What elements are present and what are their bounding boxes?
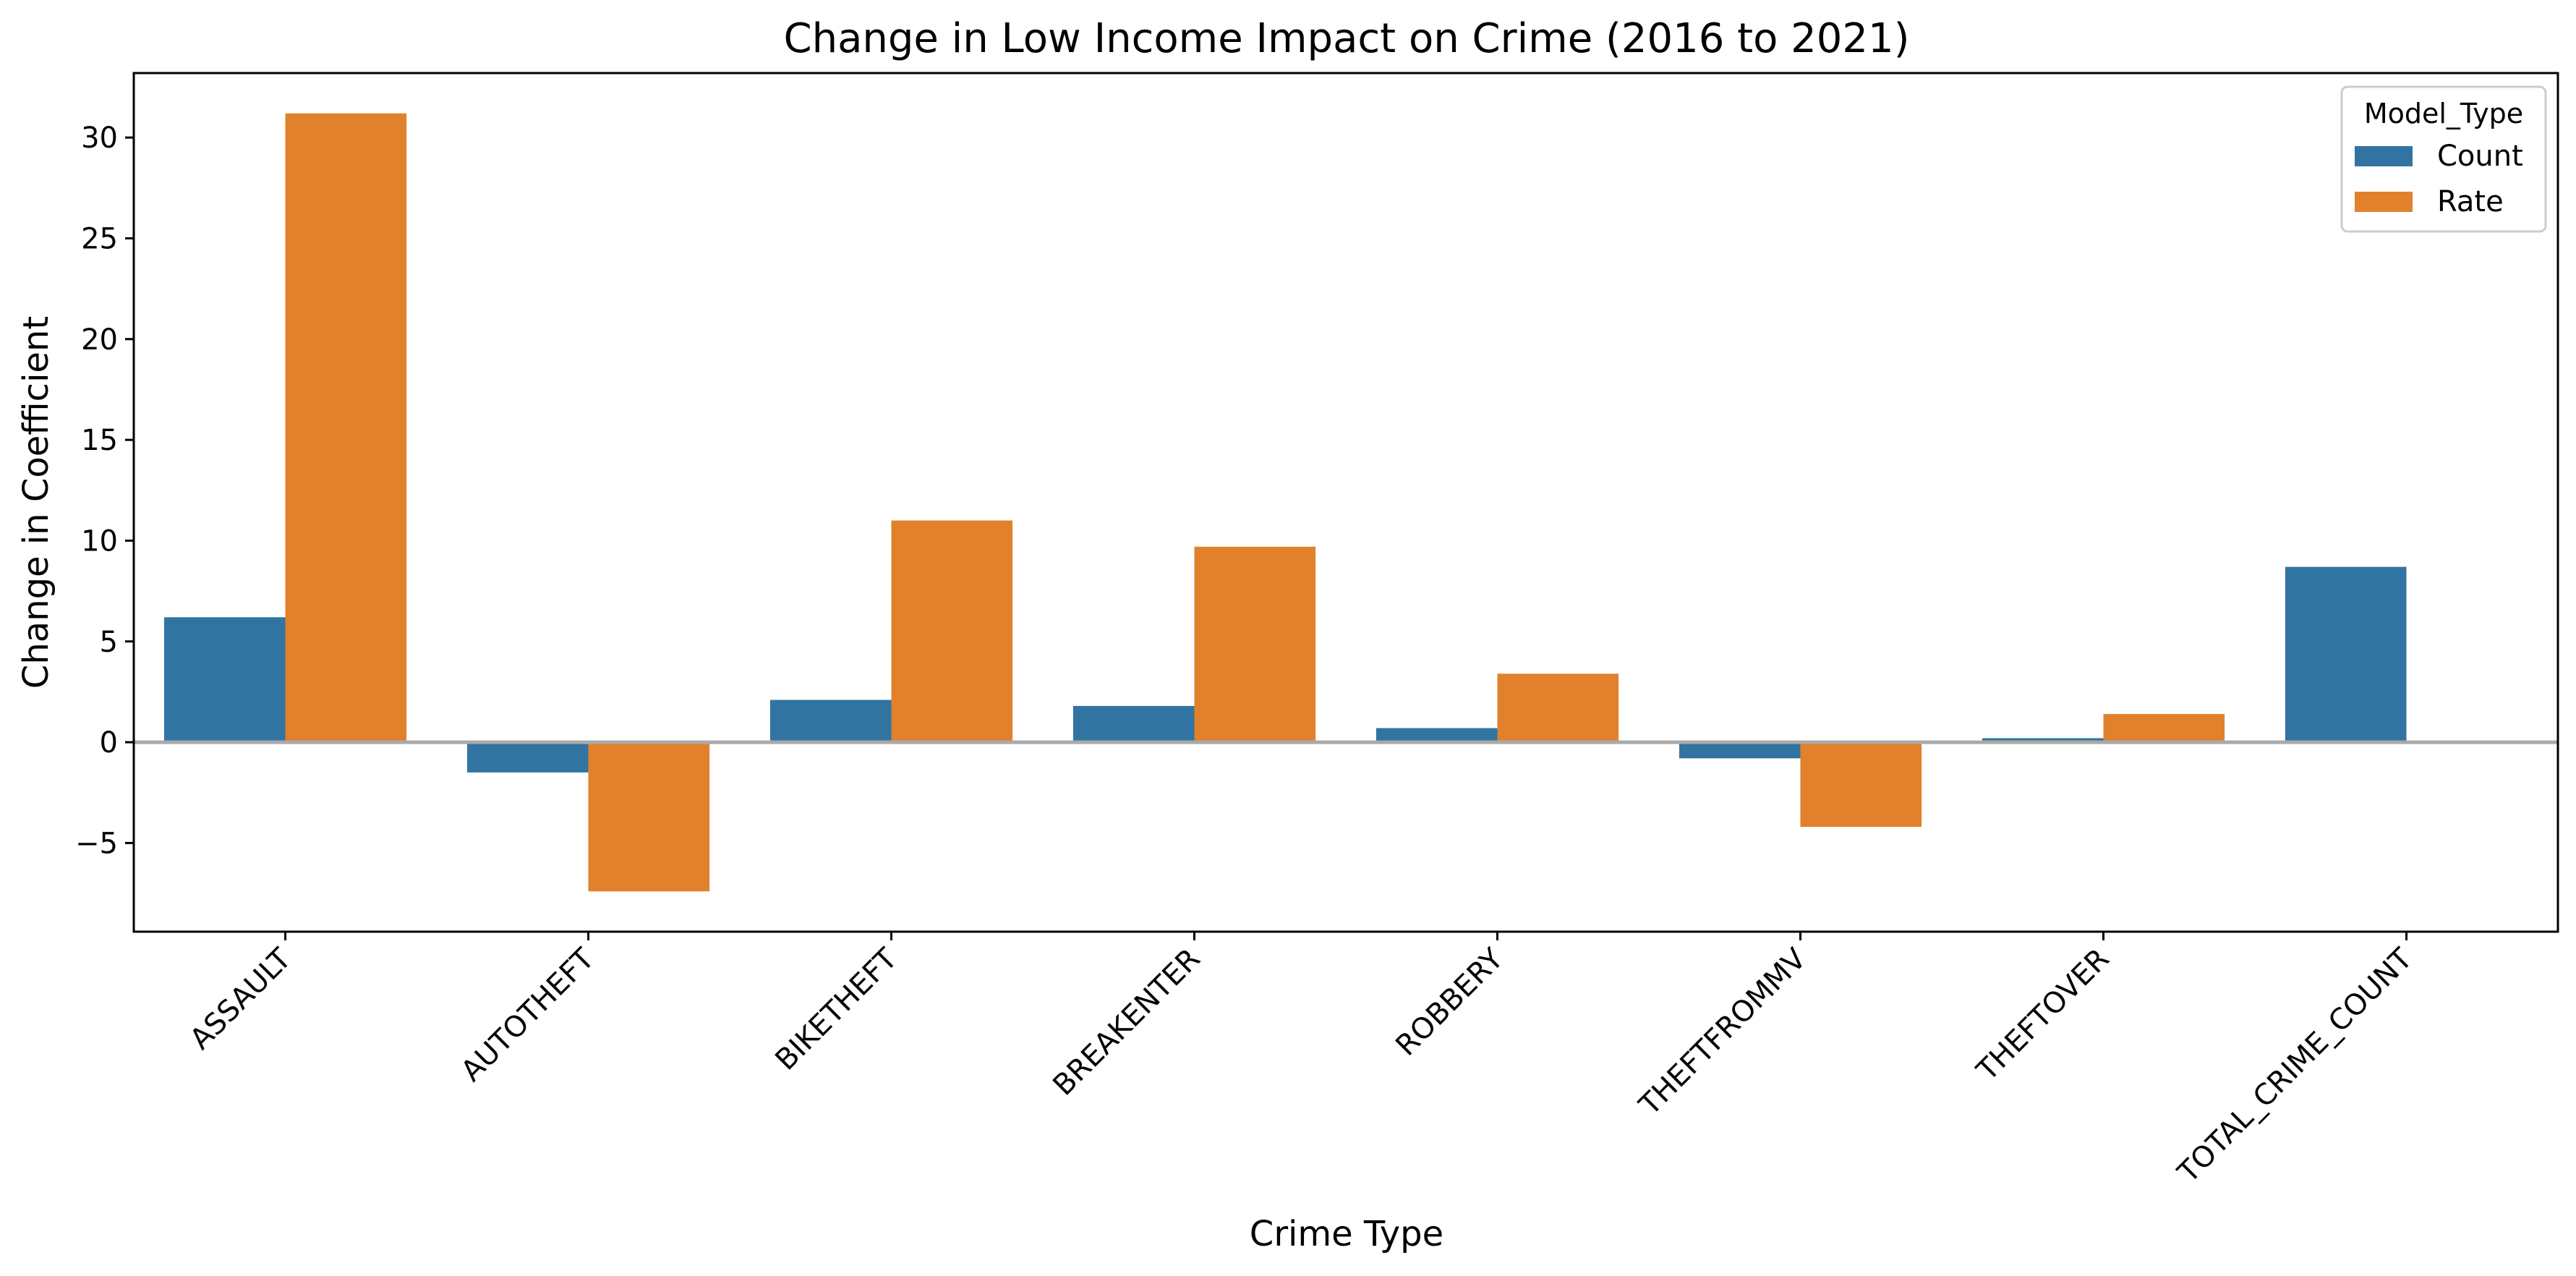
bar-rate-breakenter: [1194, 546, 1316, 743]
legend: Model_Type Count Rate: [2340, 85, 2547, 233]
y-tick-label: 0: [100, 726, 118, 760]
bar-count-theftover: [1982, 738, 2104, 743]
bar-count-breakenter: [1072, 705, 1195, 743]
bar-count-assault: [163, 617, 286, 743]
y-tick-label: 5: [100, 626, 118, 659]
bars: [163, 113, 2407, 892]
bar-count-theftfrommv: [1679, 742, 1801, 759]
bar-rate-assault: [285, 113, 407, 743]
bar-rate-theftover: [2103, 714, 2225, 743]
legend-title: Model_Type: [2364, 98, 2523, 129]
bar-count-autotheft: [466, 742, 589, 773]
legend-swatch-count: [2355, 146, 2413, 166]
legend-swatch-rate: [2355, 192, 2413, 212]
y-tick-label: 30: [81, 122, 118, 155]
bar-rate-autotheft: [588, 742, 710, 892]
legend-label-count: Count: [2437, 140, 2523, 173]
x-axis-label: Crime Type: [1250, 1214, 1443, 1254]
y-tick-label: 20: [81, 323, 118, 357]
legend-label-rate: Rate: [2437, 185, 2504, 218]
bar-rate-biketheft: [891, 520, 1013, 743]
plot-frame: [132, 72, 2559, 933]
y-tick-label: 15: [81, 424, 118, 457]
y-axis: −5 0 5 10 15 20 25 30: [75, 122, 134, 860]
y-tick-label: 25: [81, 222, 118, 255]
bar-rate-theftfrommv: [1800, 742, 1922, 828]
bar-rate-robbery: [1497, 673, 1619, 743]
y-axis-label: Change in Coefficient: [16, 316, 56, 689]
bar-count-biketheft: [769, 699, 892, 743]
bar-count-total_crime_count: [2285, 566, 2407, 743]
y-tick-label: 10: [81, 524, 118, 558]
bar-count-robbery: [1376, 728, 1498, 743]
chart-title: Change in Low Income Impact on Crime (20…: [783, 15, 1909, 62]
y-tick-label: −5: [75, 827, 118, 860]
